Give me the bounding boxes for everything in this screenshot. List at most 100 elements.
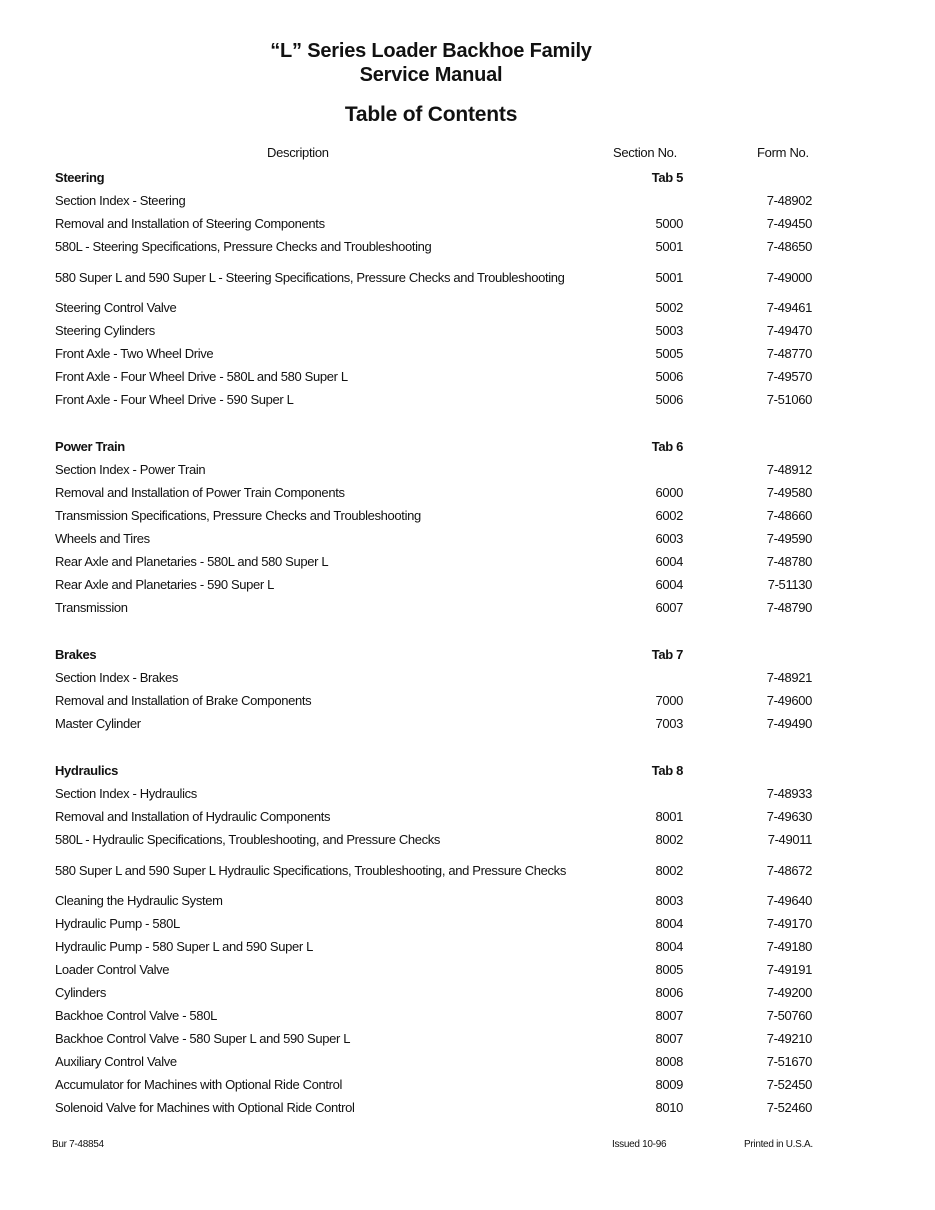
entry-section-number: 6000	[655, 485, 683, 500]
entry-section-number: 6003	[655, 531, 683, 546]
entry-form-number: 7-52450	[766, 1077, 813, 1092]
entry-form-number: 7-50760	[766, 1008, 813, 1023]
table-row: Rear Axle and Planetaries - 590 Super L 6…	[55, 573, 812, 596]
entry-description: 580L - Hydraulic Specifications, Trouble…	[55, 832, 441, 847]
entry-section-number: 5003	[655, 323, 683, 338]
entry-form-number: 7-49580	[766, 485, 813, 500]
table-row: Solenoid Valve for Machines with Optiona…	[55, 1096, 812, 1119]
entry-form-number: 7-51060	[766, 392, 813, 407]
table-row: Removal and Installation of Brake Compon…	[55, 689, 812, 712]
footer-printed: Printed in U.S.A.	[744, 1139, 813, 1150]
section-tab: Tab 7	[651, 647, 684, 662]
entry-form-number: 7-48780	[766, 554, 813, 569]
entry-section-number: 8002	[655, 862, 683, 878]
entry-form-number: 7-48650	[766, 239, 813, 254]
entry-form-number: 7-48660	[766, 508, 813, 523]
table-row: Removal and Installation of Steering Com…	[55, 212, 812, 235]
entry-form-number: 7-49210	[766, 1031, 813, 1046]
entry-form-number: 7-49000	[766, 269, 813, 285]
table-row: Front Axle - Four Wheel Drive - 580L and…	[55, 365, 812, 388]
entry-section-number: 5000	[655, 216, 683, 231]
entry-form-number: 7-49011	[767, 832, 813, 847]
table-row: Master Cylinder 7003 7-49490	[55, 712, 812, 735]
entry-description: Loader Control Valve	[55, 962, 170, 977]
entry-section-number: 8009	[655, 1077, 683, 1092]
entry-section-number: 5001	[655, 239, 683, 254]
entry-section-number: 8007	[655, 1031, 683, 1046]
section-name: Hydraulics	[55, 763, 118, 778]
entry-form-number: 7-49630	[766, 809, 813, 824]
entry-form-number: 7-48921	[766, 670, 813, 685]
entry-description: Section Index - Hydraulics	[55, 786, 197, 801]
table-row: 580L - Hydraulic Specifications, Trouble…	[55, 828, 812, 851]
entry-description: Removal and Installation of Steering Com…	[55, 216, 325, 231]
entry-form-number: 7-49640	[766, 893, 813, 908]
page-title: Table of Contents	[344, 103, 518, 126]
table-row: Removal and Installation of Hydraulic Co…	[55, 805, 812, 828]
entry-section-number: 5002	[655, 300, 683, 315]
entry-description: 580 Super L and 590 Super L - Steering S…	[55, 269, 565, 285]
entry-form-number: 7-49191	[766, 962, 813, 977]
entry-description: Section Index - Steering	[55, 193, 186, 208]
entry-form-number: 7-49461	[766, 300, 813, 315]
table-row: Auxiliary Control Valve 8008 7-51670	[55, 1050, 812, 1073]
entry-form-number: 7-48912	[766, 462, 813, 477]
footer-form-number: Bur 7-48854	[52, 1139, 104, 1150]
entry-description: Cylinders	[55, 985, 107, 1000]
entry-section-number: 5006	[655, 369, 683, 384]
entry-description: Transmission Specifications, Pressure Ch…	[55, 508, 421, 523]
table-row: Section Index - Power Train 7-48912	[55, 458, 812, 481]
table-of-contents: Steering Tab 5 Section Index - Steering 7-4…	[55, 166, 812, 1119]
section-tab: Tab 8	[651, 763, 684, 778]
column-header-description: Description	[267, 145, 329, 160]
section-header: Steering Tab 5	[55, 166, 812, 189]
table-row: Backhoe Control Valve - 580L 8007 7-50760	[55, 1004, 812, 1027]
entry-form-number: 7-48672	[766, 862, 813, 878]
section-header: Hydraulics Tab 8	[55, 759, 812, 782]
entry-description: Steering Cylinders	[55, 323, 155, 338]
table-row: Wheels and Tires 6003 7-49590	[55, 527, 812, 550]
table-row: Hydraulic Pump - 580 Super L and 590 Sup…	[55, 935, 812, 958]
entry-section-number: 8007	[655, 1008, 683, 1023]
entry-section-number: 8006	[655, 985, 683, 1000]
table-row: Steering Cylinders 5003 7-49470	[55, 319, 812, 342]
entry-description: Front Axle - Four Wheel Drive - 590 Supe…	[55, 392, 294, 407]
entry-section-number: 8001	[655, 809, 683, 824]
entry-description: Removal and Installation of Hydraulic Co…	[55, 809, 331, 824]
entry-form-number: 7-49600	[766, 693, 813, 708]
section-name: Power Train	[55, 439, 125, 454]
table-row: Front Axle - Four Wheel Drive - 590 Supe…	[55, 388, 812, 411]
table-row: Transmission Specifications, Pressure Ch…	[55, 504, 812, 527]
entry-section-number: 5006	[655, 392, 683, 407]
entry-form-number: 7-51130	[767, 577, 813, 592]
table-row: Cylinders 8006 7-49200	[55, 981, 812, 1004]
entry-form-number: 7-49470	[766, 323, 813, 338]
entry-form-number: 7-49590	[766, 531, 813, 546]
entry-description: Master Cylinder	[55, 716, 141, 731]
entry-section-number: 8004	[655, 916, 683, 931]
entry-form-number: 7-48902	[766, 193, 813, 208]
manual-title: “L” Series Loader Backhoe Family	[270, 40, 592, 62]
footer-issued: Issued 10-96	[612, 1139, 667, 1150]
entry-description: Backhoe Control Valve - 580 Super L and …	[55, 1031, 351, 1046]
entry-description: 580L - Steering Specifications, Pressure…	[55, 239, 432, 254]
section-tab: Tab 6	[651, 439, 684, 454]
entry-section-number: 7003	[655, 716, 683, 731]
entry-form-number: 7-49570	[766, 369, 813, 384]
table-row: Transmission 6007 7-48790	[55, 596, 812, 619]
entry-form-number: 7-49450	[766, 216, 813, 231]
entry-form-number: 7-48770	[766, 346, 813, 361]
entry-description: Removal and Installation of Brake Compon…	[55, 693, 312, 708]
table-row: Accumulator for Machines with Optional R…	[55, 1073, 812, 1096]
entry-section-number: 6004	[655, 554, 683, 569]
entry-form-number: 7-51670	[766, 1054, 813, 1069]
entry-description: Steering Control Valve	[55, 300, 177, 315]
entry-form-number: 7-52460	[766, 1100, 813, 1115]
entry-description: Removal and Installation of Power Train …	[55, 485, 345, 500]
column-header-section: Section No.	[613, 145, 677, 160]
table-row: Section Index - Brakes 7-48921	[55, 666, 812, 689]
entry-description: Cleaning the Hydraulic System	[55, 893, 223, 908]
entry-section-number: 5001	[655, 269, 683, 285]
entry-section-number: 8008	[655, 1054, 683, 1069]
entry-section-number: 7000	[655, 693, 683, 708]
